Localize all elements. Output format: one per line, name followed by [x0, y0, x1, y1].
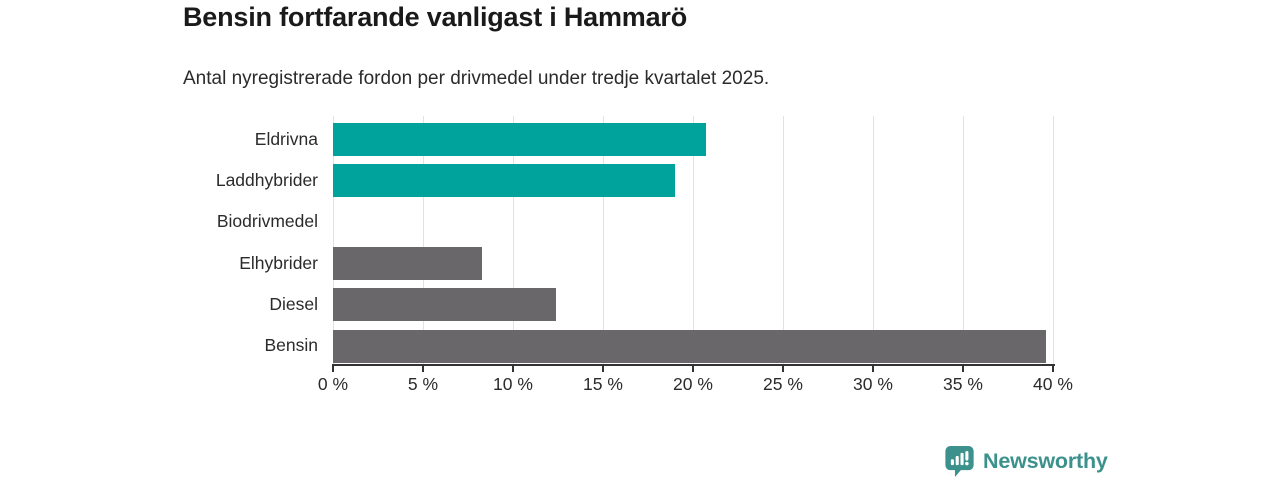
bar-diesel: [333, 288, 557, 322]
x-gridline: [333, 116, 334, 364]
x-axis-tick-label: 35 %: [943, 374, 983, 394]
x-gridline: [1053, 116, 1054, 364]
x-axis-tick: [782, 366, 784, 372]
bar-bensin: [333, 329, 1046, 363]
x-gridline: [963, 116, 964, 364]
x-axis-line: [332, 364, 1055, 366]
bar-eldrivna: [333, 123, 706, 156]
x-axis-tick: [422, 366, 424, 372]
x-gridline: [513, 116, 514, 364]
x-axis-tick-label: 15 %: [583, 374, 623, 394]
bar-laddhybrider: [333, 164, 675, 198]
chart-subtitle: Antal nyregistrerade fordon per drivmede…: [183, 68, 770, 89]
x-gridline: [873, 116, 874, 364]
x-axis-tick-label: 0 %: [317, 374, 349, 394]
category-label: Bensin: [264, 335, 318, 356]
newsworthy-logo[interactable]: Newsworthy: [944, 445, 1108, 478]
x-axis-tick: [1052, 366, 1054, 372]
x-axis-tick-label: 25 %: [763, 374, 803, 394]
category-label: Biodrivmedel: [216, 211, 318, 232]
newsworthy-bubble-chart-icon: [945, 446, 974, 477]
x-gridline: [693, 116, 694, 364]
bar-elhybrider: [333, 247, 483, 280]
x-axis-tick: [512, 366, 514, 372]
x-axis-tick: [962, 366, 964, 372]
x-axis-tick: [332, 366, 334, 372]
newsworthy-wordmark: Newsworthy: [983, 449, 1108, 473]
category-label: Diesel: [269, 293, 318, 314]
category-label: Elhybrider: [239, 252, 318, 273]
x-gridline: [783, 116, 784, 364]
x-gridline: [603, 116, 604, 364]
x-axis-tick-label: 5 %: [407, 374, 439, 394]
x-axis-tick-label: 20 %: [673, 374, 713, 394]
x-axis-tick: [692, 366, 694, 372]
x-axis-tick-label: 40 %: [1033, 374, 1073, 394]
category-label: Eldrivna: [254, 128, 318, 149]
category-label: Laddhybrider: [215, 169, 318, 190]
x-axis-tick-label: 10 %: [493, 374, 533, 394]
x-axis-tick-label: 30 %: [853, 374, 893, 394]
x-gridline: [423, 116, 424, 364]
x-axis-tick: [872, 366, 874, 372]
chart-title: Bensin fortfarande vanligast i Hammarö: [183, 2, 688, 32]
x-axis-tick: [602, 366, 604, 372]
